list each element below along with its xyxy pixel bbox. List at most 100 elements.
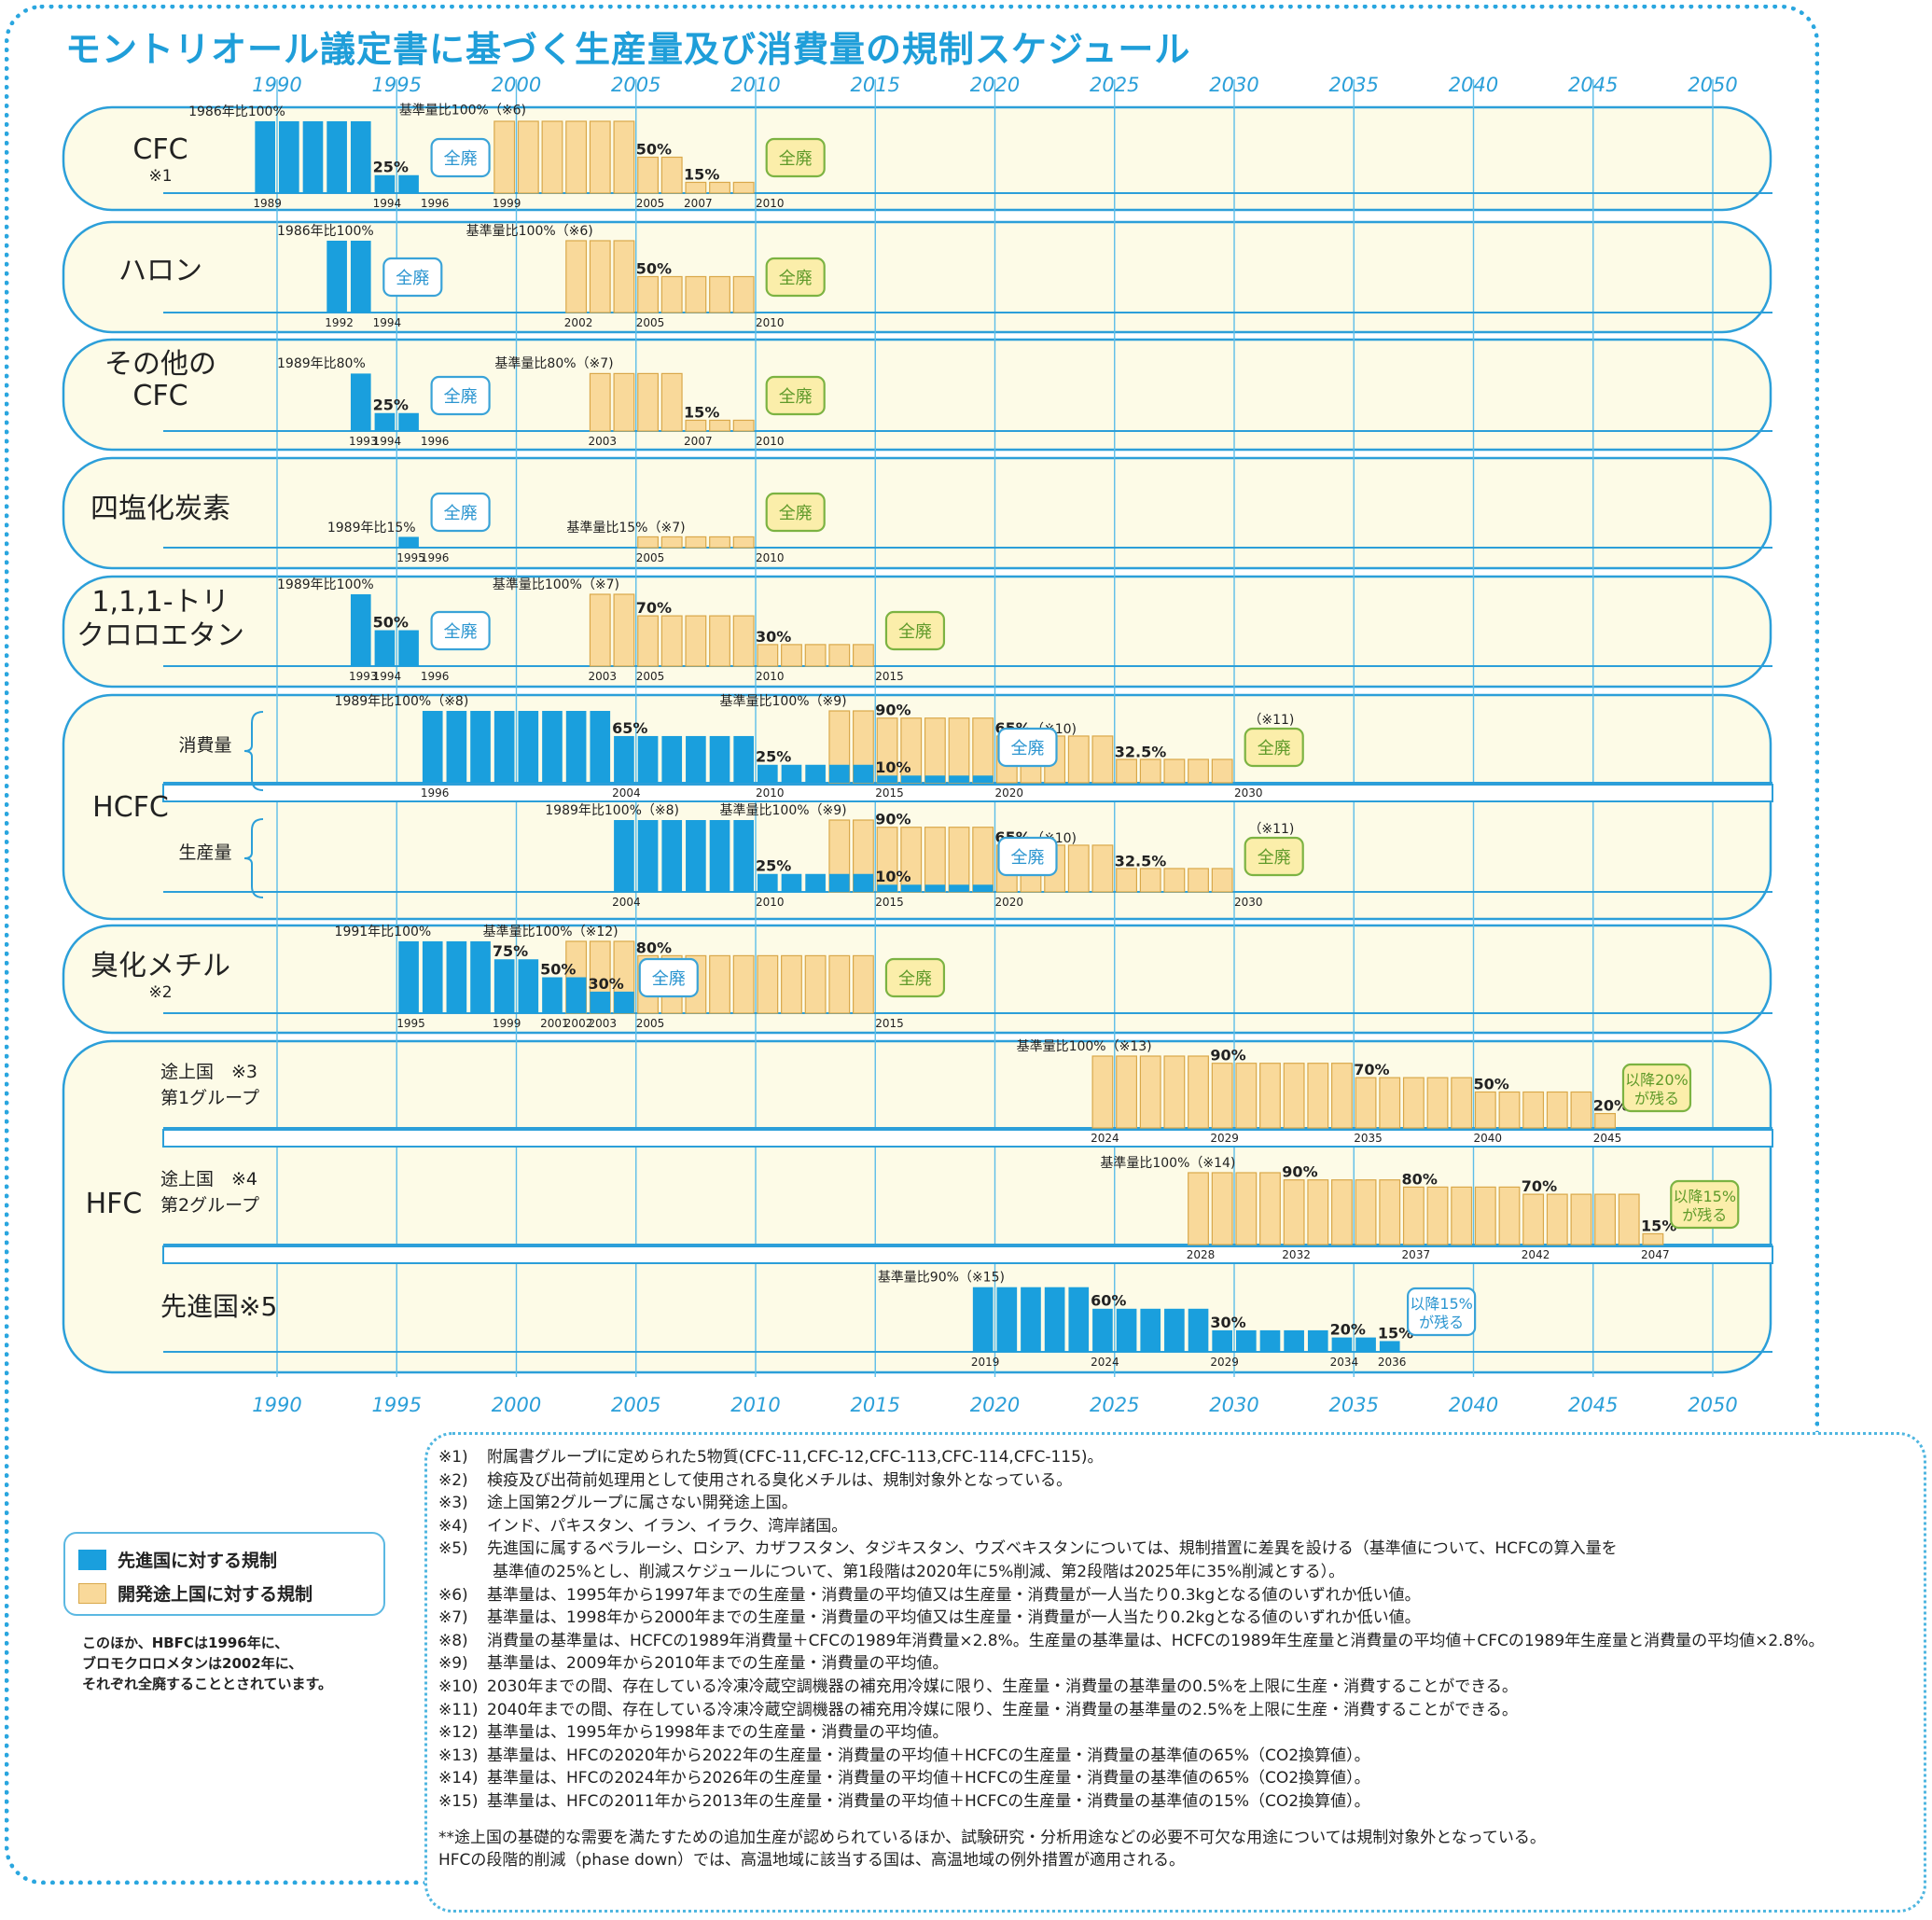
year-label: 2015 [875, 786, 904, 800]
data-label: 基準量比100%（※9) [720, 802, 847, 818]
bar-developing [709, 181, 730, 194]
data-label: 50% [636, 140, 672, 158]
year-label: 2010 [756, 670, 785, 683]
data-label: 15% [1641, 1217, 1676, 1234]
bar-developing [637, 156, 659, 194]
bar-developing [972, 717, 994, 784]
year-label: 2032 [1282, 1248, 1311, 1261]
bar-developing [1426, 1186, 1449, 1245]
note-mark: ※12) [438, 1723, 479, 1743]
phaseout-label: 全廃 [779, 269, 813, 288]
bar-developed [398, 174, 419, 193]
year-label: 2003 [588, 435, 617, 448]
x-tick-bottom: 1995 [372, 1394, 422, 1416]
year-label: 2024 [1091, 1132, 1119, 1145]
bar-developed [900, 775, 922, 783]
panel-label: HFC [86, 1188, 143, 1220]
bar-developing [1259, 1172, 1281, 1245]
phaseout-label: 全廃 [444, 149, 478, 169]
year-label: 2007 [684, 197, 713, 210]
year-label: 2005 [636, 551, 665, 564]
bar-developing [541, 120, 563, 194]
phaseout-label: 全廃 [779, 504, 813, 523]
year-label: 1996 [421, 786, 450, 800]
year-label: 2010 [756, 551, 785, 564]
note-row: ※15) 基準量は、HFCの2011年から2013年の生産量・消費量の平均値＋HC… [438, 1790, 1922, 1814]
bar-developed [374, 412, 396, 431]
phaseout-label: 以降15% [1410, 1295, 1473, 1313]
bar-developed [661, 820, 683, 892]
bar-developed [374, 174, 396, 193]
year-label: 2005 [636, 197, 665, 210]
note-row: ※4) インド、パキスタン、イラン、イラク、湾岸諸国。 [438, 1515, 1922, 1538]
year-label: 2010 [756, 435, 785, 448]
year-label: 2007 [684, 435, 713, 448]
bar-developing [757, 954, 779, 1014]
bar-developing [589, 593, 611, 667]
note-row: ※10) 2030年までの間、存在している冷凍冷蔵空調機器の補充用冷媒に限り、生産… [438, 1676, 1922, 1699]
x-tick-bottom: 2025 [1090, 1394, 1139, 1416]
x-tick-top: 2050 [1688, 74, 1737, 96]
note-row: ※1) 附属書グループⅠに定められた5物質(CFC-11,CFC-12,CFC-1… [438, 1446, 1922, 1469]
bar-developed [949, 884, 969, 892]
bar-developing [637, 275, 659, 313]
note-mark: ※6) [438, 1585, 468, 1605]
bar-developing [732, 954, 755, 1014]
year-label: 2028 [1187, 1248, 1216, 1261]
bar-developed [446, 711, 467, 783]
bar-developed [565, 977, 587, 1013]
phaseout-box [430, 610, 491, 651]
note-text: 基準量は、1995年から1998年までの生産量・消費量の平均値。 [487, 1723, 949, 1743]
bar-developing [1259, 1063, 1281, 1129]
bar-developing [660, 615, 683, 667]
bar-developing [1211, 1172, 1233, 1245]
data-label: 90% [1210, 1047, 1245, 1064]
bar-developing [1546, 1193, 1568, 1245]
data-label: 30% [1210, 1314, 1245, 1331]
data-label: 1986年比100% [277, 224, 374, 239]
bar-developed [493, 959, 515, 1013]
bar-developed [1164, 1308, 1185, 1352]
bar-developed [1307, 1329, 1328, 1352]
bar-developed [542, 977, 563, 1013]
data-label: 30% [588, 975, 623, 993]
bar-developed [828, 873, 850, 892]
bar-developing [1594, 1112, 1616, 1129]
bar-developing [924, 827, 946, 893]
bar-developing [1570, 1091, 1592, 1129]
bar-developing [948, 717, 970, 784]
note-text: 基準量は、1995年から1997年までの生産量・消費量の平均値又は生産量・消費量… [487, 1585, 1421, 1605]
x-tick-bottom: 2020 [970, 1394, 1020, 1416]
bar-developed [781, 873, 802, 892]
bar-developing [1594, 1193, 1616, 1245]
note-text: 基準量は、HFCの2024年から2026年の生産量・消費量の平均値＋HCFCの生… [487, 1769, 1370, 1788]
year-label: 2010 [756, 896, 785, 909]
data-label: （※11) [1248, 713, 1294, 728]
data-label: 1991年比100% [335, 925, 432, 939]
bar-developed [398, 630, 419, 666]
bar-developing [1283, 1063, 1305, 1129]
year-label: 2001 [540, 1017, 569, 1030]
row-strip [162, 1129, 1773, 1148]
year-label: 1994 [373, 435, 402, 448]
bar-developing [1139, 868, 1161, 893]
bar-developed [1259, 1329, 1281, 1352]
bar-developing [1235, 1172, 1258, 1245]
bar-developed [758, 764, 778, 783]
bar-developed [614, 991, 634, 1013]
bar-developed [805, 764, 826, 783]
phaseout-box [430, 492, 491, 533]
note-row: ※2) 検疫及び出荷前処理用として使用される臭化メチルは、規制対象外となっている。 [438, 1469, 1922, 1493]
bar-developing [1522, 1193, 1545, 1245]
note-row: ※14) 基準量は、HFCの2024年から2026年の生産量・消費量の平均値＋HC… [438, 1767, 1922, 1790]
notes-footer: **途上国の基礎的な需要を満たすための追加生産が認められているほか、試験研究・分… [438, 1827, 1922, 1872]
note-row: ※9) 基準量は、2009年から2010年までの生産量・消費量の平均値。 [438, 1652, 1922, 1676]
year-label: 1996 [421, 670, 450, 683]
data-label: 10% [875, 758, 910, 776]
year-label: 2005 [636, 1017, 665, 1030]
bar-developed [1331, 1337, 1353, 1352]
year-label: 1994 [373, 197, 402, 210]
bar-developed [877, 775, 897, 783]
bar-developed [279, 121, 299, 193]
data-label: 基準量比100%（※9) [720, 693, 847, 709]
